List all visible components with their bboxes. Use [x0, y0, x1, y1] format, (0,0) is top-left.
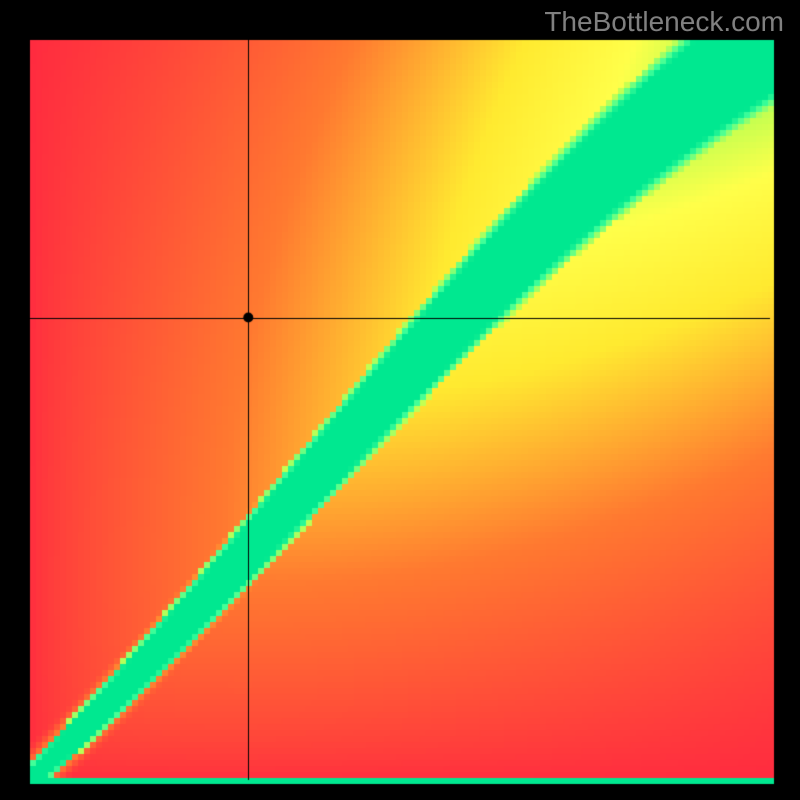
watermark-text: TheBottleneck.com	[544, 6, 784, 38]
chart-container: TheBottleneck.com	[0, 0, 800, 800]
bottleneck-heatmap	[0, 0, 800, 800]
